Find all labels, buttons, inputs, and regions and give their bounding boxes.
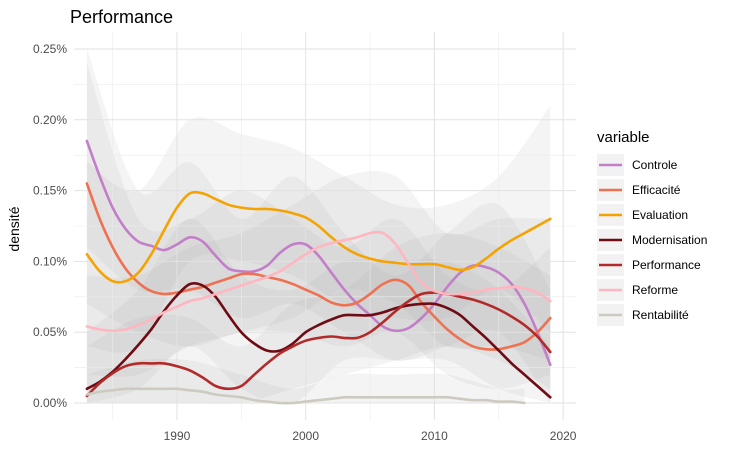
series-line-performance bbox=[85, 291, 552, 398]
x-tick-label: 2000 bbox=[292, 429, 319, 443]
series-line-reforme bbox=[85, 230, 552, 333]
y-tick-label: 0.00% bbox=[33, 396, 67, 410]
y-tick-label: 0.20% bbox=[33, 113, 67, 127]
y-tick-label: 0.25% bbox=[33, 42, 67, 56]
y-tick-label: 0.15% bbox=[33, 184, 67, 198]
series-line-evaluation bbox=[85, 190, 552, 284]
y-axis: 0.00% 0.05% 0.10% 0.15% 0.20% 0.25% bbox=[33, 42, 67, 410]
x-axis: 1990 2000 2010 2020 bbox=[164, 429, 577, 443]
series-line-rentabilite bbox=[85, 387, 526, 405]
legend-title: variable bbox=[597, 129, 650, 146]
series-line-controle bbox=[85, 139, 552, 367]
chart-title: Performance bbox=[70, 7, 173, 27]
y-tick-label: 0.10% bbox=[33, 254, 67, 268]
gridlines bbox=[74, 32, 576, 420]
legend: variable Controle Efficacité Evaluation Mod… bbox=[597, 129, 707, 326]
legend-label-modernisation: Modernisation bbox=[632, 233, 707, 247]
x-tick-label: 2010 bbox=[421, 429, 448, 443]
x-tick-label: 1990 bbox=[164, 429, 191, 443]
legend-label-performance: Performance bbox=[632, 258, 701, 272]
legend-label-reforme: Reforme bbox=[632, 283, 678, 297]
series-lines bbox=[85, 139, 552, 405]
y-axis-label: densité bbox=[6, 206, 22, 251]
series-line-efficacite bbox=[85, 182, 552, 351]
legend-label-efficacite: Efficacité bbox=[632, 183, 681, 197]
legend-label-evaluation: Evaluation bbox=[632, 208, 688, 222]
legend-label-controle: Controle bbox=[632, 158, 678, 172]
x-tick-label: 2020 bbox=[550, 429, 577, 443]
y-tick-label: 0.05% bbox=[33, 325, 67, 339]
legend-label-rentabilite: Rentabilité bbox=[632, 308, 689, 322]
